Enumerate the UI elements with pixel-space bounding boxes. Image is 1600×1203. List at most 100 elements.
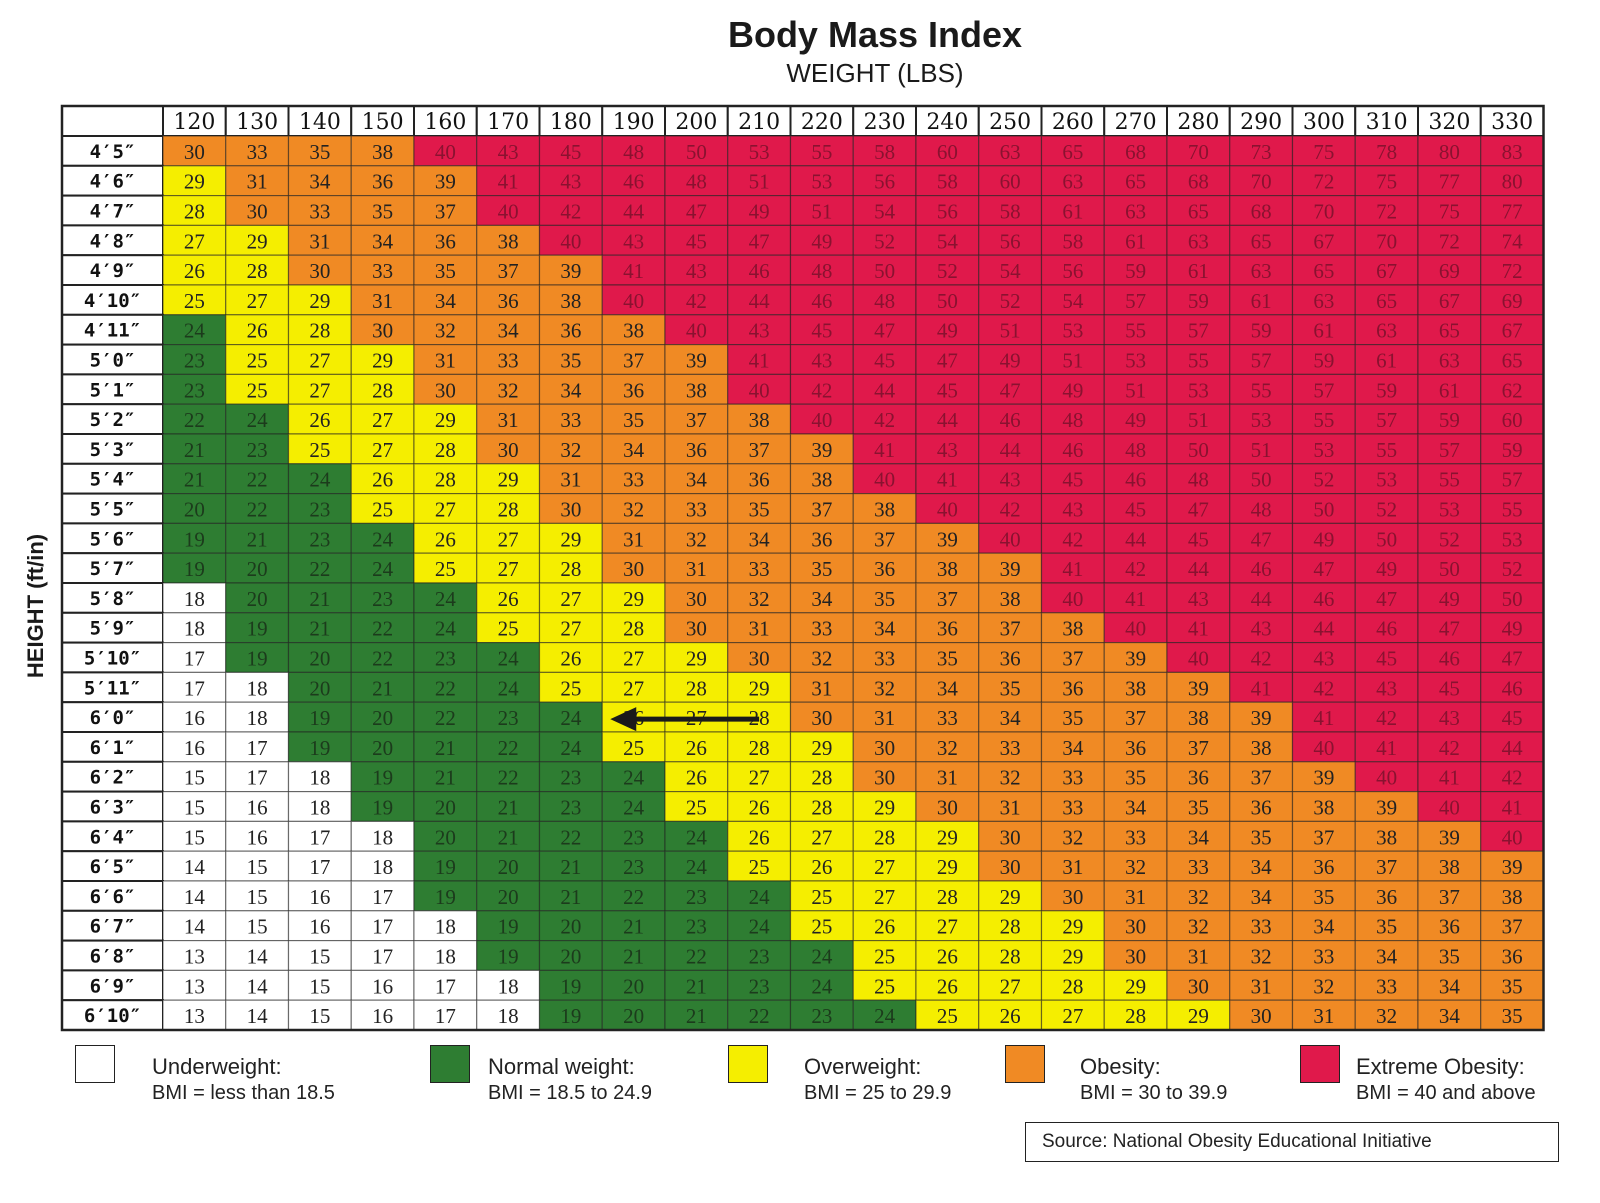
- bmi-value-label: 30: [686, 617, 707, 641]
- bmi-cell-obesity: [1166, 850, 1231, 882]
- bmi-value-label: 26: [560, 647, 581, 671]
- bmi-cell-obesity: [1354, 939, 1419, 971]
- bmi-value-label: 20: [498, 855, 519, 879]
- bmi-cell-obesity: [664, 522, 729, 554]
- bmi-value-label: 46: [1313, 587, 1334, 611]
- bmi-value-label: 47: [874, 319, 895, 343]
- bmi-value-label: 40: [560, 229, 581, 253]
- bmi-value-label: 17: [372, 945, 393, 969]
- bmi-value-label: 44: [1502, 736, 1524, 760]
- bmi-value-label: 26: [874, 915, 895, 939]
- bmi-cell-normal: [350, 731, 415, 763]
- bmi-value-label: 54: [1000, 259, 1022, 283]
- bmi-cell-extreme-obesity: [1417, 463, 1482, 495]
- bmi-value-label: 45: [874, 349, 895, 373]
- bmi-cell-extreme-obesity: [1291, 284, 1356, 316]
- bmi-value-label: 67: [1502, 319, 1523, 343]
- bmi-value-label: 22: [372, 617, 393, 641]
- bmi-cell-extreme-obesity: [1166, 641, 1231, 673]
- bmi-value-label: 29: [1062, 915, 1083, 939]
- bmi-value-label: 32: [623, 498, 644, 522]
- bmi-value-label: 18: [498, 974, 519, 998]
- bmi-value-label: 35: [435, 259, 456, 283]
- bmi-value-label: 25: [874, 974, 895, 998]
- height-tick-label: 6′5″: [90, 856, 136, 878]
- bmi-value-label: 34: [435, 289, 457, 313]
- bmi-value-label: 25: [560, 676, 581, 700]
- bmi-value-label: 32: [1313, 974, 1334, 998]
- bmi-cell-obesity: [978, 790, 1043, 822]
- height-tick-label: 6′6″: [90, 886, 136, 908]
- bmi-value-label: 65: [1251, 229, 1272, 253]
- bmi-value-label: 35: [874, 587, 895, 611]
- bmi-value-label: 30: [623, 557, 644, 581]
- bmi-value-label: 59: [1502, 438, 1523, 462]
- bmi-cell-obesity: [664, 582, 729, 614]
- height-tick-label: 5′8″: [90, 588, 136, 610]
- bmi-cell-extreme-obesity: [1229, 403, 1294, 435]
- bmi-value-label: 43: [1188, 587, 1209, 611]
- bmi-value-label: 43: [749, 319, 770, 343]
- bmi-value-label: 20: [623, 974, 644, 998]
- bmi-value-label: 36: [1313, 855, 1334, 879]
- bmi-value-label: 38: [372, 140, 393, 164]
- bmi-cell-normal: [727, 910, 792, 942]
- bmi-value-label: 42: [1125, 557, 1146, 581]
- bmi-cell-normal: [476, 820, 541, 852]
- bmi-value-label: 36: [811, 527, 832, 551]
- bmi-value-label: 17: [435, 974, 456, 998]
- bmi-value-label: 63: [1313, 289, 1334, 313]
- bmi-cell-extreme-obesity: [601, 135, 666, 167]
- bmi-value-label: 39: [1502, 855, 1523, 879]
- bmi-value-label: 72: [1439, 229, 1460, 253]
- bmi-cell-extreme-obesity: [1480, 344, 1545, 376]
- bmi-cell-extreme-obesity: [852, 314, 917, 346]
- bmi-value-label: 36: [498, 289, 519, 313]
- bmi-cell-overweight: [978, 880, 1043, 912]
- bmi-cell-extreme-obesity: [1480, 671, 1545, 703]
- weight-tick-label: 180: [550, 110, 592, 135]
- weight-tick-label: 250: [989, 110, 1031, 135]
- bmi-value-label: 44: [1313, 617, 1335, 641]
- bmi-cell-obesity: [1040, 701, 1105, 733]
- bmi-value-label: 28: [1000, 945, 1021, 969]
- height-tick-label: 5′7″: [90, 558, 136, 580]
- bmi-value-label: 28: [686, 676, 707, 700]
- bmi-value-label: 19: [184, 557, 205, 581]
- bmi-value-label: 32: [1125, 855, 1146, 879]
- bmi-cell-obesity: [727, 403, 792, 435]
- bmi-value-label: 23: [623, 855, 644, 879]
- bmi-value-label: 44: [623, 200, 645, 224]
- bmi-value-label: 63: [1188, 229, 1209, 253]
- bmi-value-label: 45: [937, 378, 958, 402]
- bmi-cell-underweight: [225, 880, 290, 912]
- bmi-value-label: 33: [937, 706, 958, 730]
- bmi-cell-underweight: [225, 731, 290, 763]
- bmi-value-label: 19: [435, 855, 456, 879]
- bmi-value-label: 31: [1062, 855, 1083, 879]
- bmi-value-label: 48: [1251, 498, 1272, 522]
- weight-tick-label: 130: [236, 110, 278, 135]
- bmi-value-label: 38: [1062, 617, 1083, 641]
- bmi-value-label: 31: [623, 527, 644, 551]
- bmi-cell-extreme-obesity: [1417, 731, 1482, 763]
- bmi-value-label: 31: [749, 617, 770, 641]
- bmi-value-label: 20: [623, 1004, 644, 1028]
- bmi-value-label: 35: [1439, 945, 1460, 969]
- bmi-cell-normal: [162, 493, 227, 525]
- bmi-value-label: 31: [1125, 885, 1146, 909]
- height-tick-label: 5′6″: [90, 528, 136, 550]
- bmi-value-label: 23: [309, 527, 330, 551]
- bmi-value-label: 28: [560, 557, 581, 581]
- bmi-cell-normal: [225, 522, 290, 554]
- bmi-cell-normal: [350, 612, 415, 644]
- bmi-cell-overweight: [538, 522, 603, 554]
- legend-label-obesity: Obesity:: [1080, 1054, 1161, 1079]
- bmi-value-label: 26: [1000, 1004, 1021, 1028]
- bmi-value-label: 45: [1188, 527, 1209, 551]
- bmi-value-label: 30: [874, 766, 895, 790]
- bmi-value-label: 80: [1439, 140, 1460, 164]
- bmi-value-label: 34: [1439, 1004, 1461, 1028]
- bmi-cell-underweight: [162, 731, 227, 763]
- bmi-cell-overweight: [789, 850, 854, 882]
